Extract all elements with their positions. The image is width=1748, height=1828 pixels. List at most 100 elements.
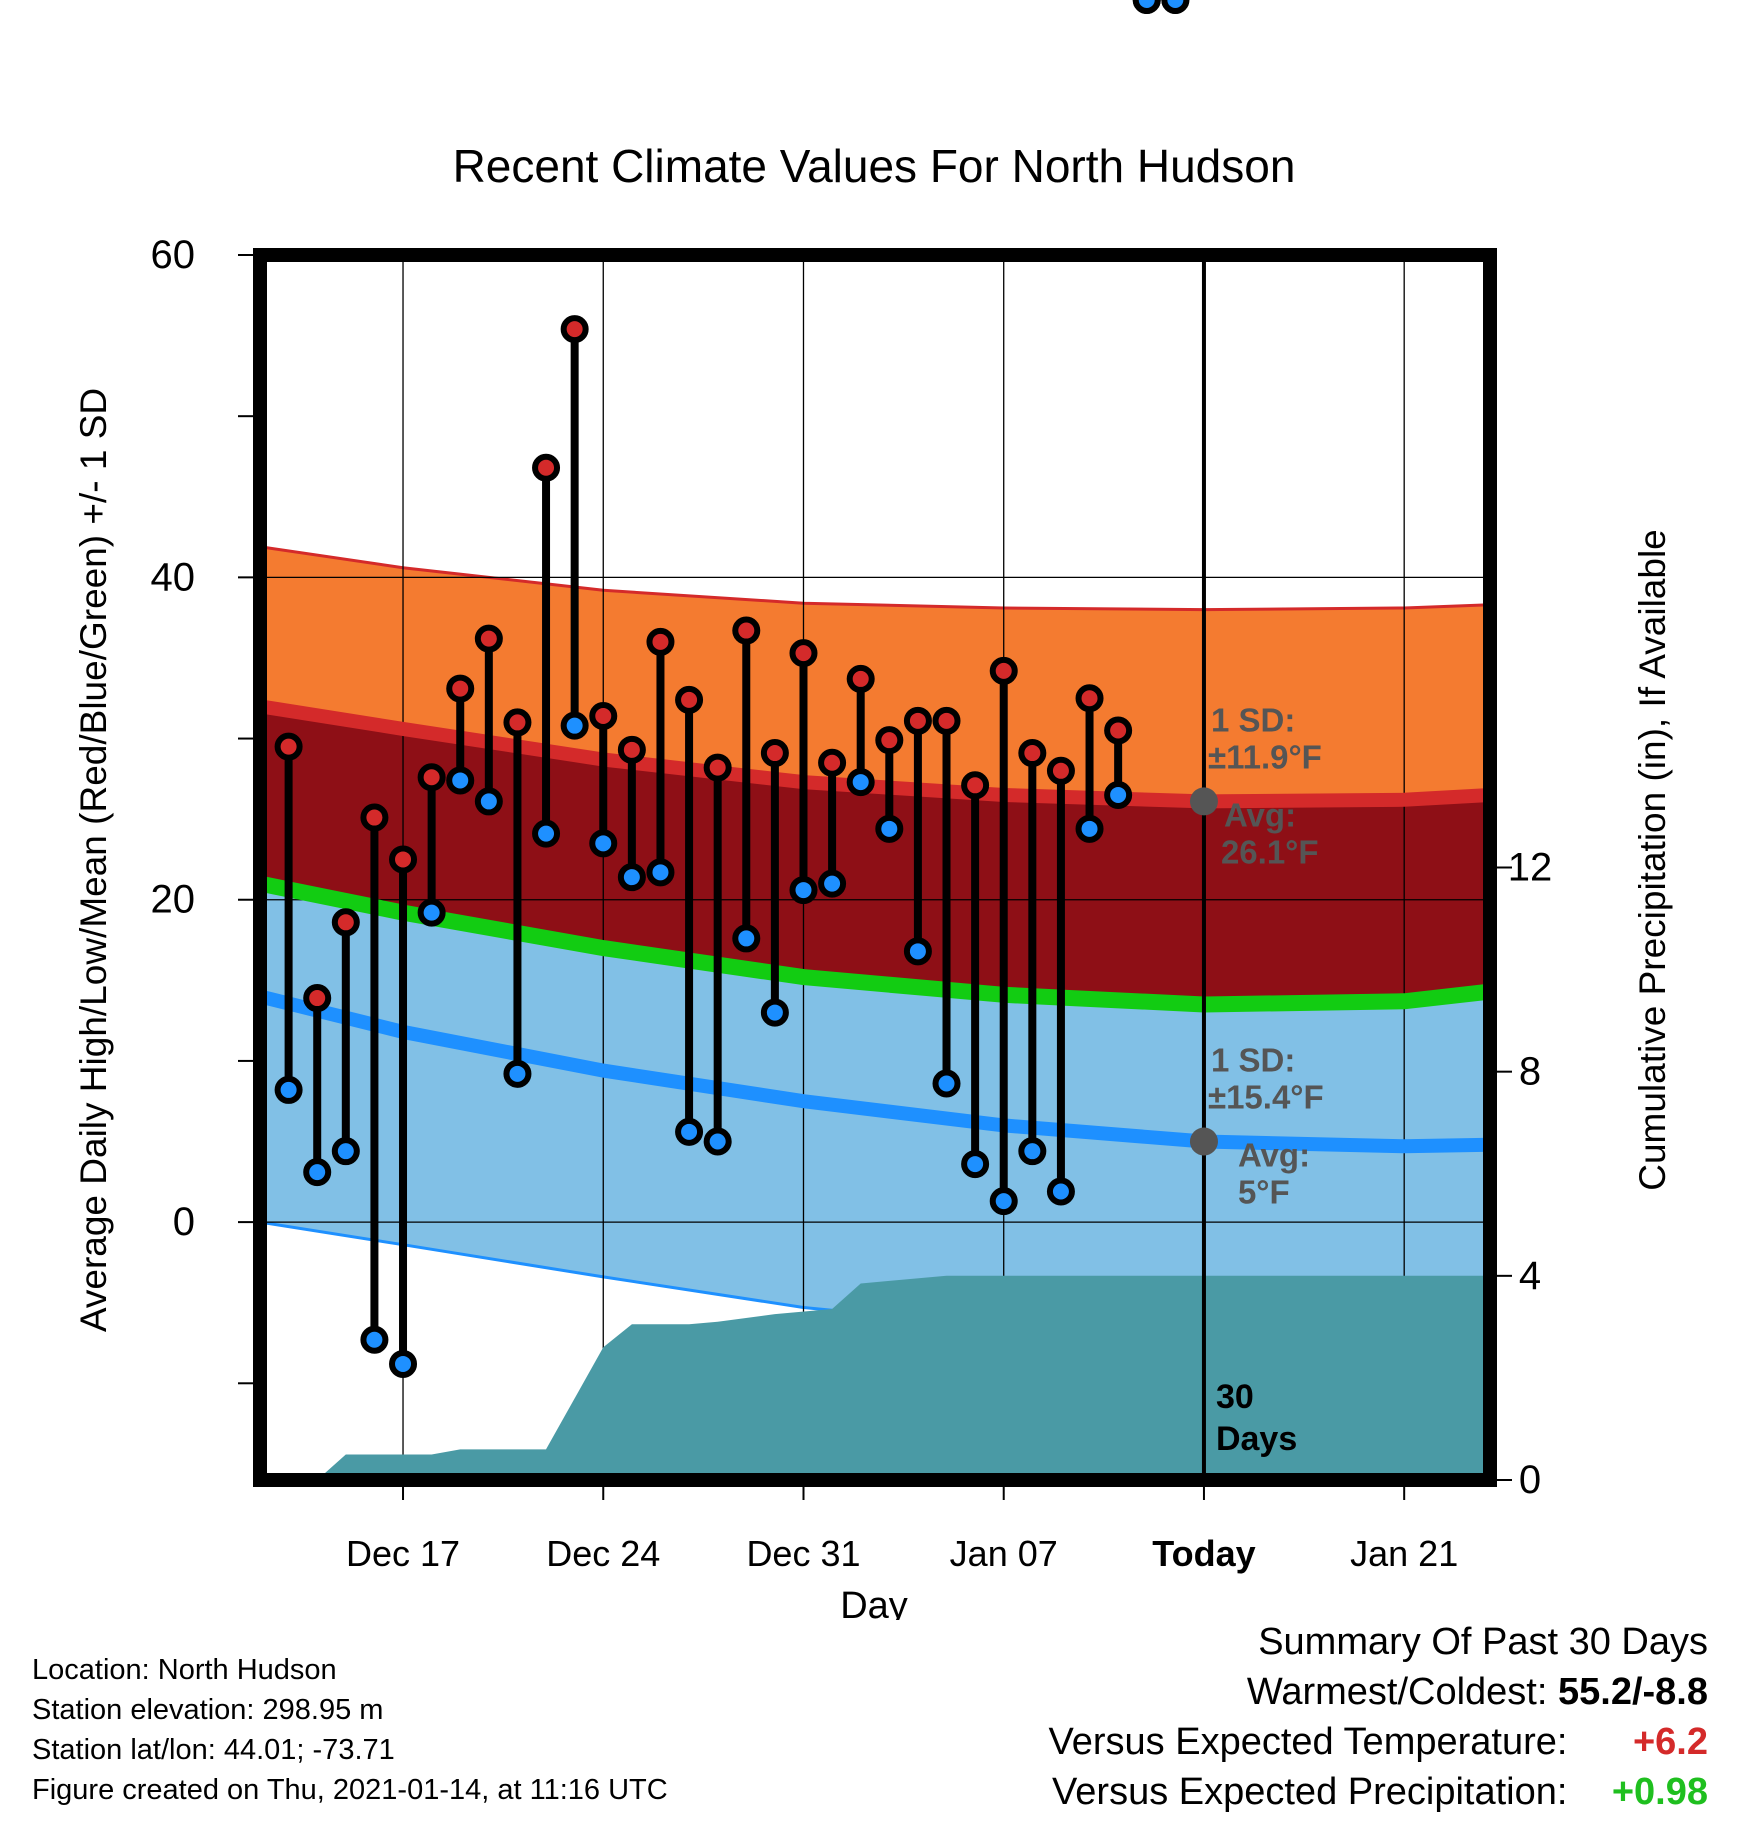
low-point <box>989 1187 1018 1216</box>
low-point <box>1046 1177 1075 1206</box>
high-point <box>617 735 646 764</box>
low-avg-label: Avg: <box>1238 1137 1310 1174</box>
low-point <box>1132 0 1161 14</box>
high-avg-label: Avg: <box>1224 796 1296 833</box>
low-point <box>532 819 561 848</box>
low-point <box>903 937 932 966</box>
temp-row: Versus Expected Temperature: +6.2 <box>1049 1717 1708 1767</box>
low-point <box>1161 0 1190 14</box>
low-point <box>274 1075 303 1104</box>
high-point <box>961 771 990 800</box>
low-point <box>503 1059 532 1088</box>
low-point <box>875 814 904 843</box>
precip-area <box>317 1275 1490 1480</box>
high-point <box>1104 716 1133 745</box>
high-point <box>389 845 418 874</box>
y-right-tick-label: 12 <box>1508 846 1553 890</box>
low-point <box>589 829 618 858</box>
low-point <box>961 1150 990 1179</box>
high-point <box>875 726 904 755</box>
y-tick-label: 60 <box>151 233 196 277</box>
high-point <box>846 664 875 693</box>
high-point <box>732 616 761 645</box>
precip-row: Versus Expected Precipitation: +0.98 <box>1049 1767 1708 1817</box>
low-point <box>646 858 675 887</box>
normal-high-line <box>260 699 1490 809</box>
y-right-tick-label: 8 <box>1519 1050 1541 1094</box>
high-point <box>703 753 732 782</box>
plot-frame <box>253 248 1497 1487</box>
chart-title: Recent Climate Values For North Hudson <box>453 140 1296 192</box>
y-right-tick-label: 0 <box>1519 1458 1541 1502</box>
high-sd-upper-line <box>260 545 1490 612</box>
low-point <box>818 869 847 898</box>
low-point <box>446 766 475 795</box>
high-avg-marker <box>1189 787 1218 816</box>
low-point <box>789 876 818 905</box>
low-point <box>932 1069 961 1098</box>
low-point <box>360 1325 389 1354</box>
y-right-tick-label: 4 <box>1519 1254 1541 1298</box>
station-info: Location: North Hudson Station elevation… <box>32 1650 668 1810</box>
x-tick-label: Dec 17 <box>346 1533 460 1574</box>
warmest-label: Warmest/Coldest: <box>1246 1671 1548 1713</box>
low-point <box>617 863 646 892</box>
high-sd-value: ±11.9°F <box>1208 738 1322 775</box>
low-sd-label: 1 SD: <box>1211 1042 1295 1079</box>
low-point <box>846 768 875 797</box>
low-point <box>1104 780 1133 809</box>
y-tick-label: 40 <box>151 555 196 599</box>
high-point <box>1046 756 1075 785</box>
summary-title: Summary Of Past 30 Days <box>1258 1621 1708 1663</box>
latlon-text: Station lat/lon: 44.01; -73.71 <box>32 1734 395 1766</box>
temp-value: +6.2 <box>1632 1721 1708 1763</box>
high-point <box>1075 684 1104 713</box>
low-avg-value: 5°F <box>1238 1174 1290 1211</box>
high-point <box>989 656 1018 685</box>
x-tick-label: Dec 31 <box>746 1533 860 1574</box>
high-point <box>932 706 961 735</box>
low-point <box>760 998 789 1027</box>
low-point <box>560 711 589 740</box>
high-point <box>303 984 332 1013</box>
low-point <box>417 898 446 927</box>
high-point <box>446 674 475 703</box>
today-label-count: 30 <box>1216 1378 1254 1416</box>
high-point <box>589 701 618 730</box>
mean-band <box>260 706 1490 1005</box>
warmest-value: 55.2/-8.8 <box>1558 1671 1708 1713</box>
created-text: Figure created on Thu, 2021-01-14, at 11… <box>32 1774 668 1806</box>
high-point <box>360 803 389 832</box>
x-axis-label: Day <box>840 1585 908 1620</box>
climate-chart: Recent Climate Values For North Hudson 3… <box>73 0 1673 1620</box>
high-point <box>274 732 303 761</box>
precip-label: Versus Expected Precipitation: <box>1052 1771 1568 1813</box>
high-point <box>417 763 446 792</box>
low-avg-marker <box>1189 1127 1218 1156</box>
low-point <box>675 1117 704 1146</box>
low-point <box>1075 814 1104 843</box>
low-point <box>303 1158 332 1187</box>
x-tick-label: Jan 07 <box>950 1533 1058 1574</box>
low-point <box>703 1127 732 1156</box>
low-point <box>1018 1137 1047 1166</box>
high-point <box>760 739 789 768</box>
low-point <box>331 1137 360 1166</box>
precip-value: +0.98 <box>1611 1771 1708 1813</box>
location-text: Location: North Hudson <box>32 1654 337 1686</box>
high-point <box>1018 739 1047 768</box>
low-point <box>389 1349 418 1378</box>
high-point <box>503 708 532 737</box>
elevation-text: Station elevation: 298.95 m <box>32 1694 384 1726</box>
low-point <box>732 924 761 953</box>
y-tick-label: 0 <box>173 1200 195 1244</box>
high-point <box>560 315 589 344</box>
low-sd-value: ±15.4°F <box>1208 1079 1324 1116</box>
high-point <box>675 685 704 714</box>
high-point <box>646 627 675 656</box>
y-axis-label: Average Daily High/Low/Mean (Red/Blue/Gr… <box>73 388 114 1332</box>
x-tick-label: Dec 24 <box>546 1533 660 1574</box>
y-axis-right-label: Cumulative Precipitation (in), If Availa… <box>1632 529 1673 1191</box>
high-point <box>818 748 847 777</box>
high-point <box>532 453 561 482</box>
